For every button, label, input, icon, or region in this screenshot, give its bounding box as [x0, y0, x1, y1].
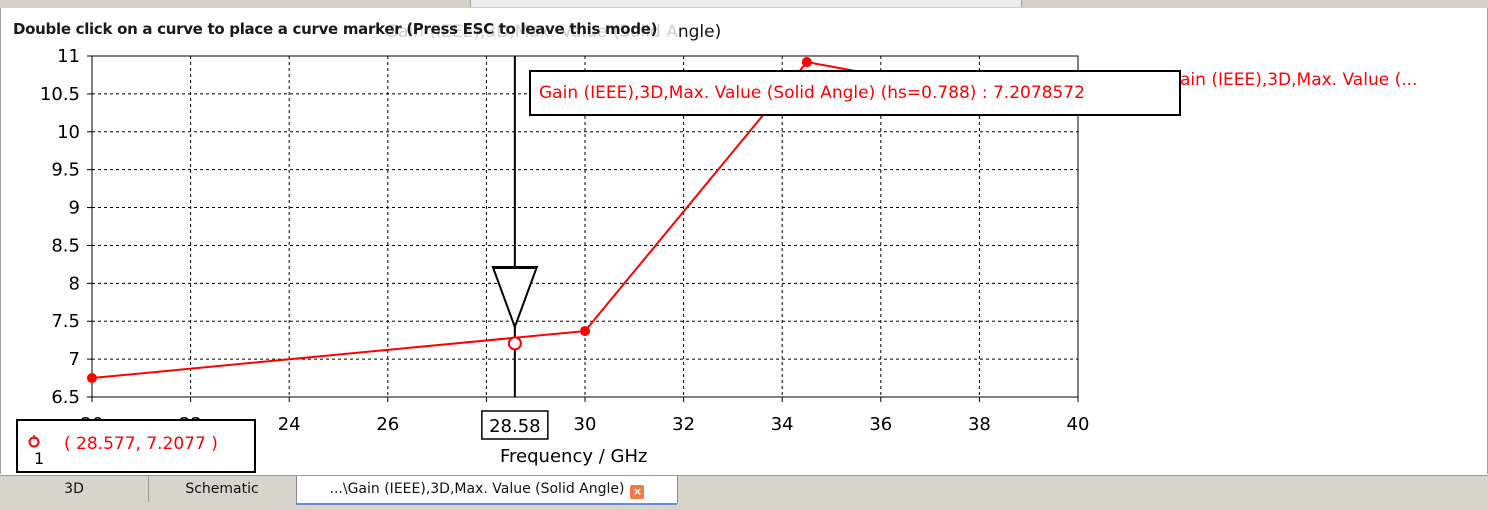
legend-entry[interactable]: ain (IEEE),3D,Max. Value (...	[1180, 70, 1418, 90]
x-tick-label: 26	[376, 414, 399, 435]
y-tick-label: 9	[69, 198, 80, 219]
mode-hint: Double click on a curve to place a curve…	[13, 20, 658, 38]
y-tick-label: 6.5	[51, 387, 80, 408]
y-tick-label: 10.5	[40, 84, 80, 105]
tab-3d[interactable]: 3D	[0, 476, 149, 502]
marker-x-value-label: 28.58	[489, 416, 541, 437]
gain-data-point[interactable]	[580, 326, 590, 337]
y-tick-label: 8	[69, 273, 80, 294]
tab-schematic[interactable]: Schematic	[149, 476, 295, 502]
x-tick-label: 38	[968, 414, 991, 435]
top-strip-selection	[470, 0, 1022, 7]
marker-value-callout[interactable]: Gain (IEEE),3D,Max. Value (Solid Angle) …	[529, 70, 1181, 116]
y-tick-label: 7	[69, 349, 80, 370]
gain-data-point[interactable]	[801, 57, 812, 68]
x-tick-label: 36	[869, 414, 892, 435]
y-tick-label: 10	[57, 122, 80, 143]
x-tick-label: 32	[672, 414, 695, 435]
y-tick-label: 9.5	[51, 160, 80, 181]
y-tick-label: 7.5	[51, 311, 80, 332]
marker-point[interactable]	[507, 336, 522, 351]
marker-x-value-box	[481, 410, 549, 440]
x-tick-label: 24	[278, 414, 301, 435]
close-icon[interactable]: ×	[630, 485, 645, 499]
marker-coordinates: ( 28.577, 7.2077 )	[64, 434, 218, 454]
marker-value-text: Gain (IEEE),3D,Max. Value (Solid Angle) …	[539, 83, 1085, 103]
y-tick-label: 11	[57, 46, 80, 67]
marker-coordinate-box[interactable]: 1 ( 28.577, 7.2077 )	[16, 419, 256, 473]
active-tab-underline	[296, 503, 677, 505]
gain-data-point[interactable]	[87, 373, 97, 384]
tab-schematic-label: Schematic	[185, 481, 259, 497]
tab-gain-plot-label: ...\Gain (IEEE),3D,Max. Value (Solid Ang…	[329, 481, 625, 497]
x-tick-label: 30	[574, 414, 597, 435]
marker-triangle-icon[interactable]	[491, 266, 539, 330]
marker-number: 1	[34, 449, 45, 468]
x-tick-label: 40	[1067, 414, 1090, 435]
gain-curve-line[interactable]	[91, 60, 857, 380]
y-tick-label: 8.5	[51, 235, 80, 256]
tab-3d-label: 3D	[64, 481, 84, 497]
x-tick-label: 34	[771, 414, 794, 435]
plot-title-visible-part: ngle)	[677, 22, 722, 42]
plot-title-hidden-part: Gain (IEEE),3D,Max. Value (Solid A	[385, 22, 678, 42]
tab-gain-plot[interactable]: ...\Gain (IEEE),3D,Max. Value (Solid Ang…	[296, 476, 678, 505]
plot-title: Gain (IEEE),3D,Max. Value (Solid Angle)	[385, 22, 721, 42]
tab-bar: 3D Schematic ...\Gain (IEEE),3D,Max. Val…	[0, 475, 1488, 510]
marker-circle-icon	[28, 435, 40, 448]
plot-window[interactable]	[0, 8, 1488, 474]
x-axis-label: Frequency / GHz	[500, 446, 648, 467]
